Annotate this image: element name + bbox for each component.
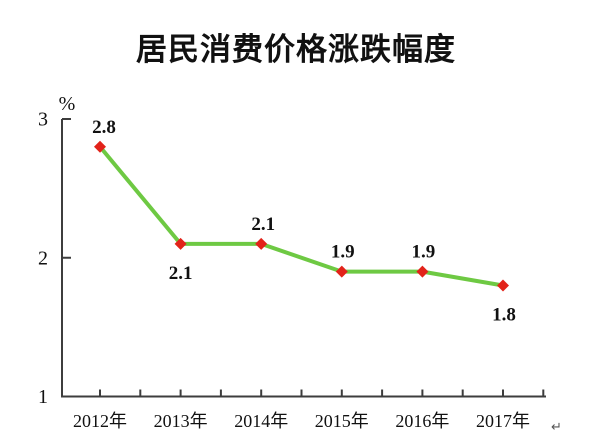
x-axis-tick-labels: 2012年 2013年 2014年 2015年 2016年 2017年	[73, 411, 530, 431]
data-point-marker	[255, 237, 268, 250]
series-line	[98, 144, 505, 288]
data-point-label: 1.9	[331, 242, 355, 263]
x-tick-label: 2017年	[476, 411, 530, 431]
chart-title: 居民消费价格涨跌幅度	[136, 32, 456, 67]
paragraph-return-mark: ↵	[551, 420, 562, 435]
data-series	[98, 144, 505, 288]
y-tick-label: 2	[38, 247, 48, 269]
data-point-marker	[174, 237, 187, 250]
data-point-label: 2.1	[251, 214, 275, 235]
x-tick-label: 2015年	[315, 411, 369, 431]
y-axis-tick-labels: 1 2 3	[38, 109, 48, 409]
x-axis-ticks	[99, 389, 545, 397]
data-point-label: 1.8	[492, 305, 516, 326]
data-point-label: 2.8	[92, 117, 116, 138]
data-point-label: 2.1	[169, 263, 193, 284]
x-tick-label: 2012年	[73, 411, 127, 431]
x-tick-label: 2013年	[154, 411, 208, 431]
data-point-marker	[416, 265, 429, 278]
y-tick-label: 3	[38, 109, 48, 131]
data-point-marker	[496, 279, 510, 292]
data-point-label: 1.9	[412, 242, 436, 263]
y-tick-label: 1	[38, 386, 48, 408]
y-axis-unit-label: %	[59, 93, 76, 115]
axis-lines	[61, 119, 546, 398]
x-tick-label: 2016年	[395, 411, 449, 431]
x-tick-label: 2014年	[234, 411, 288, 431]
data-point-marker	[93, 140, 107, 153]
data-point-labels: 2.8 2.1 2.1 1.9 1.9 1.8	[92, 117, 516, 326]
y-axis-ticks	[62, 118, 71, 259]
data-point-marker	[335, 265, 348, 278]
